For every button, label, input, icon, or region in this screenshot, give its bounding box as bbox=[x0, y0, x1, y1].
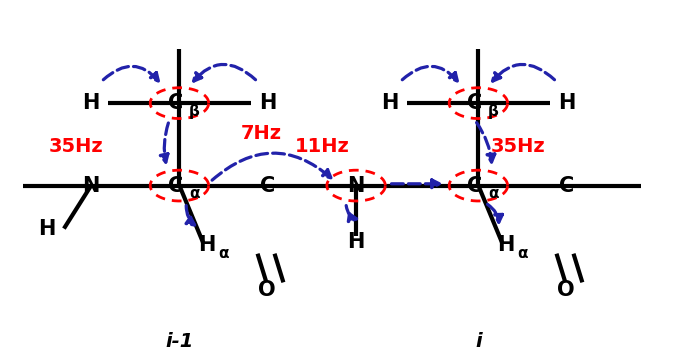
Text: α: α bbox=[488, 186, 499, 201]
Text: H: H bbox=[82, 93, 100, 113]
Text: H: H bbox=[38, 219, 55, 238]
Text: C: C bbox=[467, 93, 483, 113]
Text: β: β bbox=[189, 103, 200, 119]
Text: C: C bbox=[260, 175, 275, 195]
Text: 35Hz: 35Hz bbox=[49, 136, 103, 156]
Text: α: α bbox=[189, 186, 199, 201]
Text: H: H bbox=[497, 235, 514, 255]
Text: i-1: i-1 bbox=[165, 332, 194, 351]
Text: 7Hz: 7Hz bbox=[240, 124, 282, 143]
Text: H: H bbox=[347, 232, 365, 252]
Text: i: i bbox=[475, 332, 482, 351]
Text: 35Hz: 35Hz bbox=[490, 136, 545, 156]
Text: C: C bbox=[169, 175, 184, 195]
Text: 11Hz: 11Hz bbox=[295, 136, 349, 156]
Text: H: H bbox=[558, 93, 575, 113]
Text: H: H bbox=[198, 235, 215, 255]
Text: N: N bbox=[347, 175, 365, 195]
Text: O: O bbox=[556, 280, 574, 300]
Text: β: β bbox=[488, 103, 499, 119]
Text: H: H bbox=[259, 93, 277, 113]
Text: O: O bbox=[258, 280, 275, 300]
Text: C: C bbox=[559, 175, 574, 195]
Text: α: α bbox=[219, 246, 229, 261]
Text: C: C bbox=[467, 175, 483, 195]
Text: N: N bbox=[82, 175, 100, 195]
Text: H: H bbox=[382, 93, 399, 113]
Text: C: C bbox=[169, 93, 184, 113]
Text: α: α bbox=[517, 246, 528, 261]
